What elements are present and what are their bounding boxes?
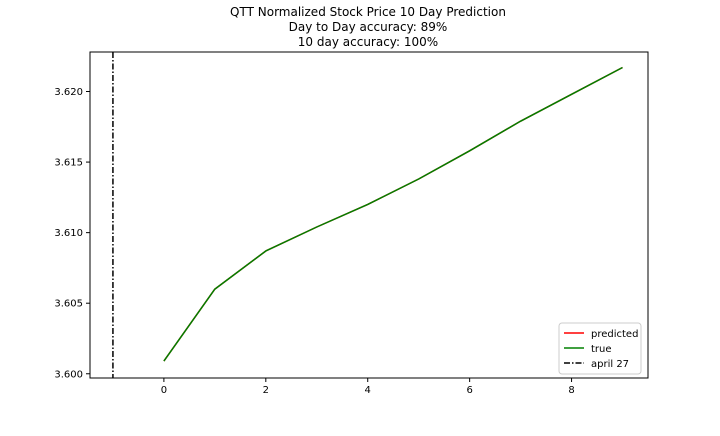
chart-title-line-1: QTT Normalized Stock Price 10 Day Predic…	[230, 5, 506, 19]
x-axis-ticks: 0 2 4 6 8	[161, 378, 575, 396]
chart-title: QTT Normalized Stock Price 10 Day Predic…	[230, 5, 506, 49]
legend-label-predicted: predicted	[591, 329, 638, 340]
y-axis-ticks: 3.600 3.605 3.610 3.615 3.620	[54, 87, 90, 380]
legend-label-true: true	[591, 344, 612, 355]
legend: predicted true april 27	[558, 322, 642, 375]
y-tick-label: 3.620	[54, 87, 83, 98]
y-tick-label: 3.605	[54, 299, 83, 310]
x-tick-label: 8	[568, 385, 574, 396]
legend-label-april-27: april 27	[591, 359, 629, 370]
x-tick-label: 4	[365, 385, 371, 396]
series-lines	[163, 66, 623, 362]
x-tick-label: 6	[466, 385, 472, 396]
series-line-true	[163, 66, 623, 362]
plot-area-frame	[89, 51, 649, 379]
x-tick-label: 0	[161, 385, 167, 396]
chart-title-line-3: 10 day accuracy: 100%	[298, 35, 438, 49]
y-tick-label: 3.610	[54, 228, 83, 239]
legend-box	[558, 322, 642, 375]
y-tick-label: 3.615	[54, 158, 83, 169]
x-tick-label: 2	[263, 385, 269, 396]
chart-title-line-2: Day to Day accuracy: 89%	[289, 20, 448, 34]
y-tick-label: 3.600	[54, 369, 83, 380]
